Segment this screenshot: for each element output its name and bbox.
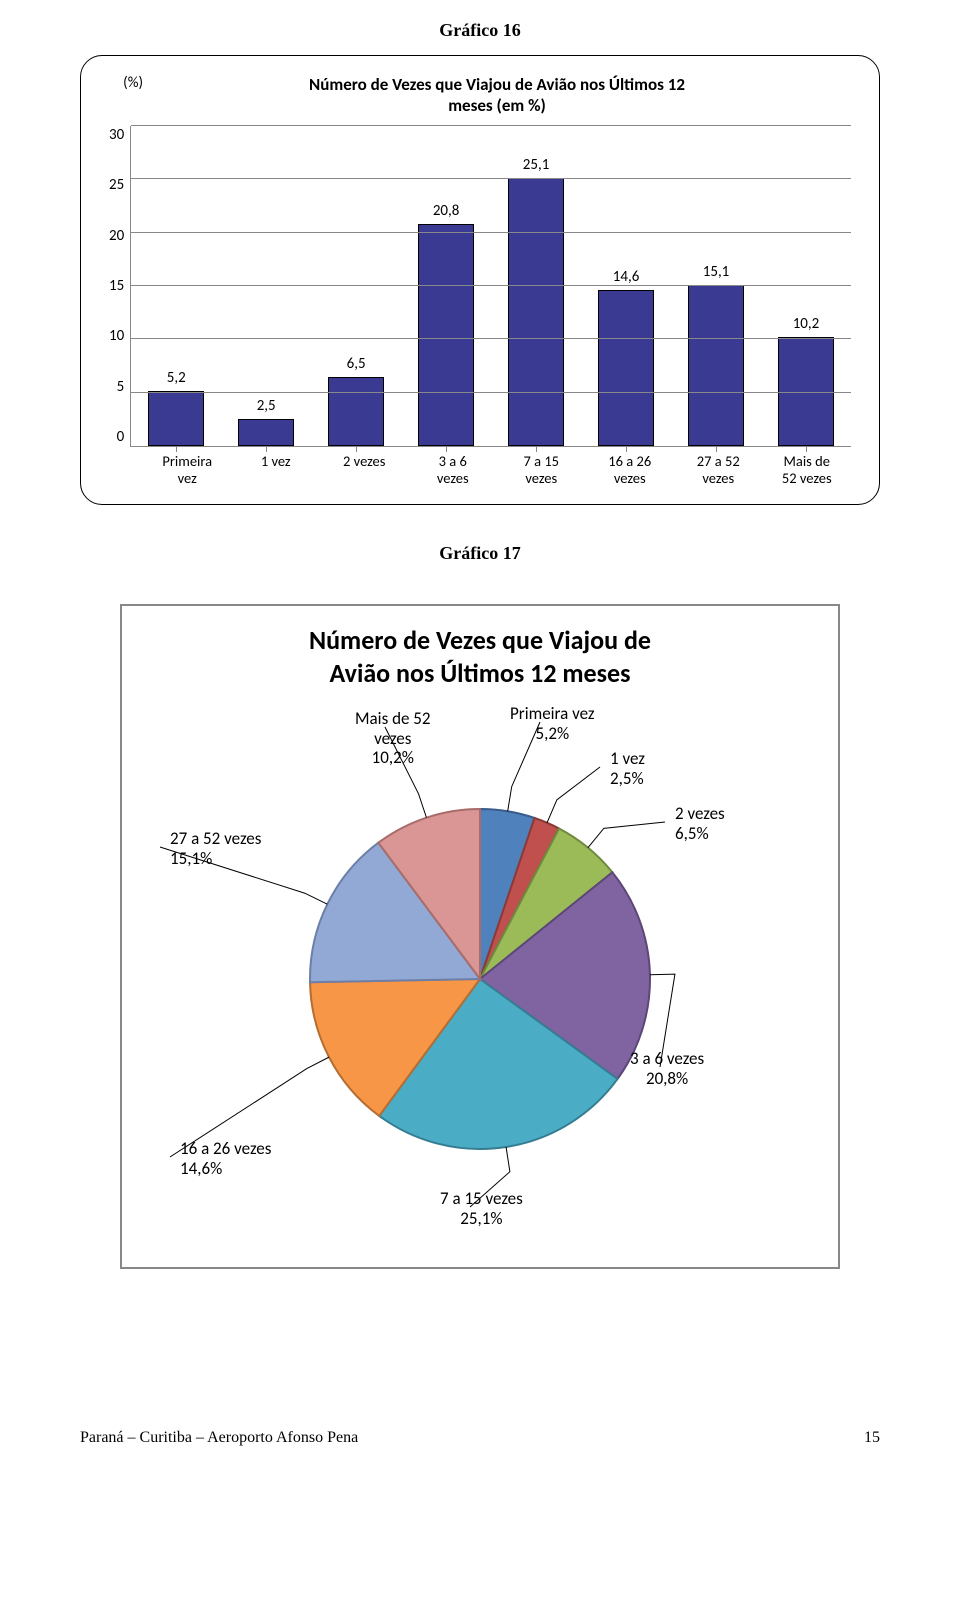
bar-value-label: 2,5 [257, 397, 276, 415]
bar-chart-inner-title: Número de Vezes que Viajou de Avião nos … [143, 74, 851, 116]
x-axis-label: 16 a 26vezes [586, 447, 675, 486]
pie-callout: 1 vez2,5% [610, 749, 645, 788]
chart17-title: Gráfico 17 [80, 543, 880, 564]
y-tick-label: 5 [109, 378, 124, 396]
bar-chart-frame: (%) Número de Vezes que Viajou de Avião … [80, 55, 880, 505]
y-axis: 30 25 20 15 10 5 0 [109, 126, 130, 446]
x-tick [716, 446, 717, 452]
bar [148, 391, 204, 446]
x-axis-label: 27 a 52vezes [674, 447, 763, 486]
x-axis-label: Primeiravez [143, 447, 232, 486]
pie-callout: 3 a 6 vezes20,8% [630, 1049, 704, 1088]
bar-value-label: 25,1 [523, 156, 550, 174]
x-axis-label: 1 vez [232, 447, 321, 486]
bar [688, 285, 744, 446]
x-axis-labels: Primeiravez1 vez2 vezes3 a 6vezes7 a 15v… [109, 447, 851, 486]
pie-chart-frame: Número de Vezes que Viajou de Avião nos … [120, 604, 840, 1269]
x-tick [626, 446, 627, 452]
pie-callout: Mais de 52vezes10,2% [355, 709, 431, 768]
gridline [131, 178, 851, 179]
bar-value-label: 5,2 [167, 369, 186, 387]
bar-plot-area: 5,2 2,5 6,5 20,8 25,1 14,6 15,1 10,2 [130, 126, 851, 447]
bar [328, 377, 384, 446]
y-tick-label: 30 [109, 126, 124, 144]
bar-slot: 25,1 [491, 126, 581, 446]
x-tick [446, 446, 447, 452]
bar [238, 419, 294, 446]
pie-callout: 27 a 52 vezes15,1% [170, 829, 261, 868]
bar-slot: 15,1 [671, 126, 761, 446]
y-tick-label: 20 [109, 227, 124, 245]
bar-slot: 14,6 [581, 126, 671, 446]
bar-value-label: 20,8 [433, 202, 460, 220]
footer-left: Paraná – Curitiba – Aeroporto Afonso Pen… [80, 1429, 358, 1447]
bar-slot: 20,8 [401, 126, 491, 446]
pie-callout: 16 a 26 vezes14,6% [180, 1139, 271, 1178]
y-axis-unit: (%) [109, 74, 143, 126]
bar [598, 290, 654, 446]
x-axis-label: 7 a 15vezes [497, 447, 586, 486]
bar-value-label: 6,5 [347, 355, 366, 373]
x-tick [356, 446, 357, 452]
bar [418, 224, 474, 446]
gridline [131, 232, 851, 233]
bar-value-label: 15,1 [703, 263, 730, 281]
x-tick [536, 446, 537, 452]
pie-plot-area: Primeira vez5,2% 1 vez2,5% 2 vezes6,5% 3 a … [140, 699, 820, 1239]
y-tick-label: 15 [109, 277, 124, 295]
pie-callout: 2 vezes6,5% [675, 804, 725, 843]
gridline [131, 285, 851, 286]
gridline [131, 125, 851, 126]
x-axis-label: Mais de52 vezes [763, 447, 852, 486]
x-axis-label: 2 vezes [320, 447, 409, 486]
bar [508, 178, 564, 446]
y-tick-label: 25 [109, 176, 124, 194]
gridline [131, 338, 851, 339]
bar-value-label: 10,2 [793, 315, 820, 333]
bar-slot: 5,2 [131, 126, 221, 446]
bar-value-label: 14,6 [613, 268, 640, 286]
bar-slot: 10,2 [761, 126, 851, 446]
bar-slot: 2,5 [221, 126, 311, 446]
x-tick [806, 446, 807, 452]
page-number: 15 [864, 1429, 880, 1447]
x-tick [176, 446, 177, 452]
pie-callout: 7 a 15 vezes25,1% [440, 1189, 523, 1228]
x-axis-label: 3 a 6vezes [409, 447, 498, 486]
leader-line [547, 767, 600, 823]
bar-slot: 6,5 [311, 126, 401, 446]
y-tick-label: 0 [109, 428, 124, 446]
chart16-title: Gráfico 16 [80, 20, 880, 41]
gridline [131, 392, 851, 393]
y-tick-label: 10 [109, 327, 124, 345]
pie-chart-title: Número de Vezes que Viajou de Avião nos … [140, 624, 820, 689]
pie-callout: Primeira vez5,2% [510, 704, 595, 743]
x-tick [266, 446, 267, 452]
leader-line [588, 822, 665, 848]
